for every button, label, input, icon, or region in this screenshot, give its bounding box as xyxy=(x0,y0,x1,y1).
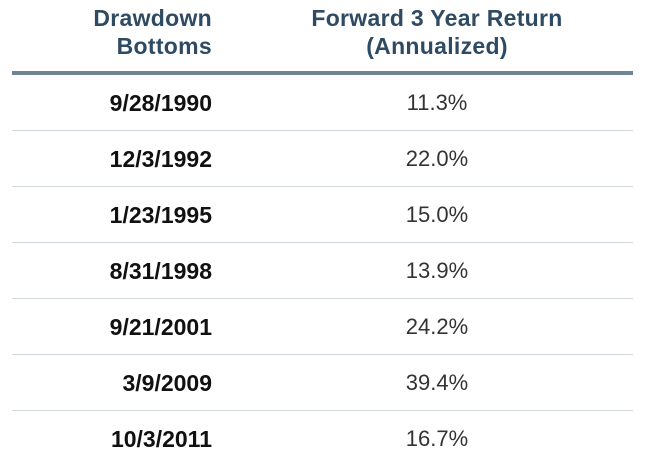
drawdown-returns-table: Drawdown Bottoms Forward 3 Year Return (… xyxy=(12,0,633,467)
forward-return-cell: 39.4% xyxy=(405,370,469,395)
header-date-line2: Bottoms xyxy=(116,33,212,59)
header-divider xyxy=(12,71,633,75)
table-row: 12/3/1992 22.0% xyxy=(12,131,633,187)
drawdown-date-cell: 8/31/1998 xyxy=(109,258,212,284)
drawdown-date-cell: 3/9/2009 xyxy=(122,370,212,396)
table-row: 10/3/2011 16.7% xyxy=(12,411,633,467)
forward-return-cell: 11.3% xyxy=(406,90,468,115)
forward-return-cell: 15.0% xyxy=(405,202,469,227)
header-date-line1: Drawdown xyxy=(93,5,212,31)
header-drawdown-bottoms: Drawdown Bottoms xyxy=(12,4,212,60)
table-header: Drawdown Bottoms Forward 3 Year Return (… xyxy=(12,0,633,71)
drawdown-date-cell: 1/23/1995 xyxy=(109,202,212,228)
table-row: 9/28/1990 11.3% xyxy=(12,75,633,131)
header-forward-return: Forward 3 Year Return (Annualized) xyxy=(252,4,622,60)
drawdown-date-cell: 12/3/1992 xyxy=(109,146,212,172)
drawdown-date-cell: 9/28/1990 xyxy=(109,90,212,116)
header-return-line2: (Annualized) xyxy=(366,33,508,59)
forward-return-cell: 24.2% xyxy=(405,314,469,339)
forward-return-cell: 22.0% xyxy=(405,146,469,171)
table-row: 3/9/2009 39.4% xyxy=(12,355,633,411)
forward-return-cell: 13.9% xyxy=(405,258,469,283)
table-body: 9/28/1990 11.3% 12/3/1992 22.0% 1/23/1995 15.… xyxy=(12,75,633,467)
table-row: 1/23/1995 15.0% xyxy=(12,187,633,243)
forward-return-cell: 16.7% xyxy=(405,426,469,451)
drawdown-date-cell: 9/21/2001 xyxy=(109,314,212,340)
table-row: 8/31/1998 13.9% xyxy=(12,243,633,299)
table-row: 9/21/2001 24.2% xyxy=(12,299,633,355)
drawdown-date-cell: 10/3/2011 xyxy=(110,426,212,452)
header-return-line1: Forward 3 Year Return xyxy=(311,5,563,31)
